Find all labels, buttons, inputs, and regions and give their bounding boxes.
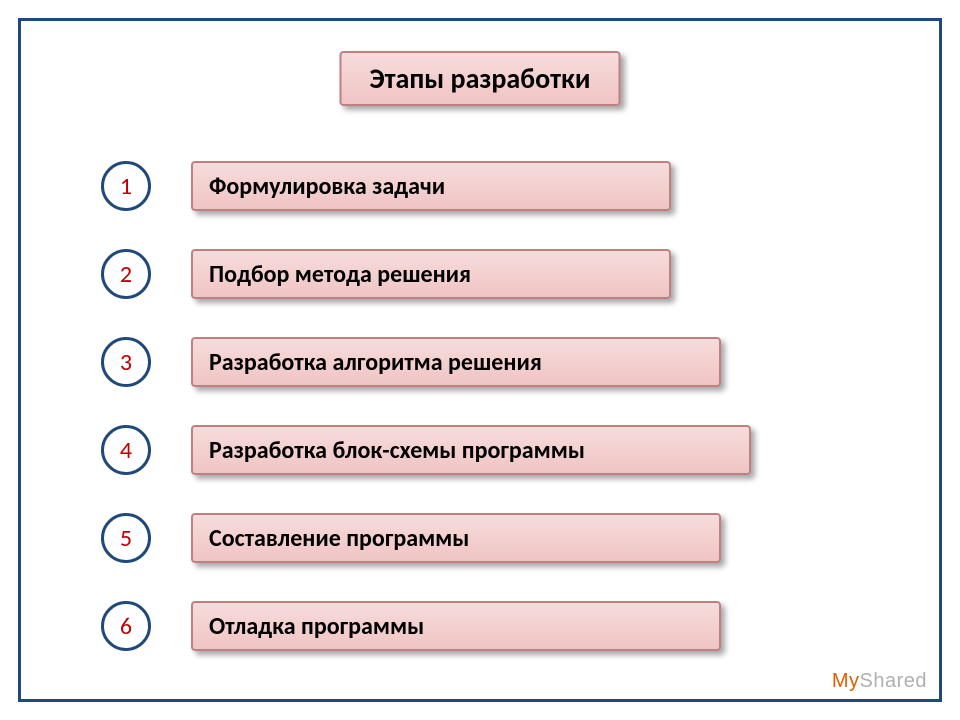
step-label-box: Формулировка задачи — [191, 161, 671, 211]
steps-container: 1 Формулировка задачи 2 Подбор метода решен… — [101, 156, 829, 656]
step-number: 3 — [120, 348, 132, 377]
step-number: 1 — [120, 172, 132, 201]
step-label: Формулировка задачи — [209, 172, 445, 201]
slide-outer: Этапы разработки 1 Формулировка задачи 2 По… — [0, 0, 960, 720]
step-number: 5 — [120, 524, 132, 553]
step-label: Отладка программы — [209, 612, 424, 641]
step-number-circle: 3 — [101, 337, 151, 387]
step-label: Разработка блок-схемы программы — [209, 436, 585, 465]
title-text: Этапы разработки — [370, 61, 591, 96]
step-number-circle: 4 — [101, 425, 151, 475]
step-number-circle: 6 — [101, 601, 151, 651]
step-label-box: Отладка программы — [191, 601, 721, 651]
step-label-box: Подбор метода решения — [191, 249, 671, 299]
step-number-circle: 2 — [101, 249, 151, 299]
step-number-circle: 5 — [101, 513, 151, 563]
step-row: 3 Разработка алгоритма решения — [101, 332, 829, 392]
step-label: Разработка алгоритма решения — [209, 348, 542, 377]
step-label-box: Разработка блок-схемы программы — [191, 425, 751, 475]
step-row: 2 Подбор метода решения — [101, 244, 829, 304]
step-number: 2 — [120, 260, 132, 289]
step-number: 6 — [120, 612, 132, 641]
step-label: Составление программы — [209, 524, 469, 553]
step-label: Подбор метода решения — [209, 260, 471, 289]
step-row: 6 Отладка программы — [101, 596, 829, 656]
watermark-suffix: Shared — [860, 670, 928, 692]
watermark-prefix: My — [832, 670, 860, 692]
slide-frame: Этапы разработки 1 Формулировка задачи 2 По… — [18, 18, 942, 702]
step-number: 4 — [120, 436, 132, 465]
title-box: Этапы разработки — [340, 51, 621, 106]
step-row: 4 Разработка блок-схемы программы — [101, 420, 829, 480]
step-row: 5 Составление программы — [101, 508, 829, 568]
step-label-box: Разработка алгоритма решения — [191, 337, 721, 387]
step-label-box: Составление программы — [191, 513, 721, 563]
step-number-circle: 1 — [101, 161, 151, 211]
step-row: 1 Формулировка задачи — [101, 156, 829, 216]
watermark: MyShared — [832, 670, 927, 693]
